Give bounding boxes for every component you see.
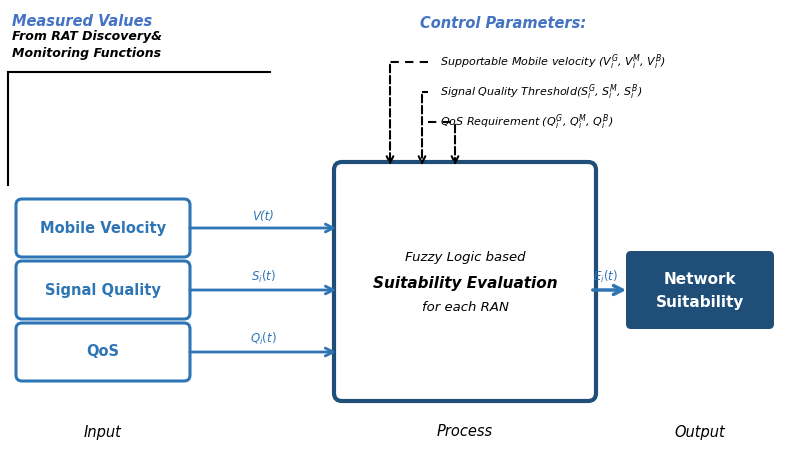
Text: Suitability Evaluation: Suitability Evaluation [373,276,557,291]
Text: Control Parameters:: Control Parameters: [420,16,586,31]
FancyBboxPatch shape [334,162,596,401]
Text: Output: Output [675,425,725,440]
Text: QoS: QoS [87,344,119,359]
Text: Signal Quality Threshold($S_i^G$, $S_i^M$, $S_i^B$): Signal Quality Threshold($S_i^G$, $S_i^M… [440,82,642,102]
Text: Process: Process [437,425,493,440]
Text: Mobile Velocity: Mobile Velocity [40,221,166,236]
Text: Fuzzy Logic based: Fuzzy Logic based [404,251,525,264]
Text: Measured Values: Measured Values [12,14,152,29]
FancyBboxPatch shape [16,199,190,257]
Text: QoS Requirement ($Q_i^G$, $Q_i^M$, $Q_i^B$): QoS Requirement ($Q_i^G$, $Q_i^M$, $Q_i^… [440,112,613,132]
Text: V(t): V(t) [252,210,274,223]
FancyBboxPatch shape [16,323,190,381]
Text: $E_i(t)$: $E_i(t)$ [593,269,618,285]
FancyBboxPatch shape [626,251,774,329]
Text: Supportable Mobile velocity ($V_i^G$, $V_i^M$, $V_i^B$): Supportable Mobile velocity ($V_i^G$, $V… [440,52,666,72]
FancyBboxPatch shape [16,261,190,319]
Text: Input: Input [84,425,122,440]
Text: $S_i(t)$: $S_i(t)$ [251,269,275,285]
Text: Suitability: Suitability [656,294,744,309]
Text: Signal Quality: Signal Quality [45,283,161,298]
Text: for each RAN: for each RAN [422,301,509,314]
Text: From RAT Discovery&
Monitoring Functions: From RAT Discovery& Monitoring Functions [12,30,162,60]
Text: Network: Network [664,273,736,288]
Text: $Q_i(t)$: $Q_i(t)$ [250,331,276,347]
